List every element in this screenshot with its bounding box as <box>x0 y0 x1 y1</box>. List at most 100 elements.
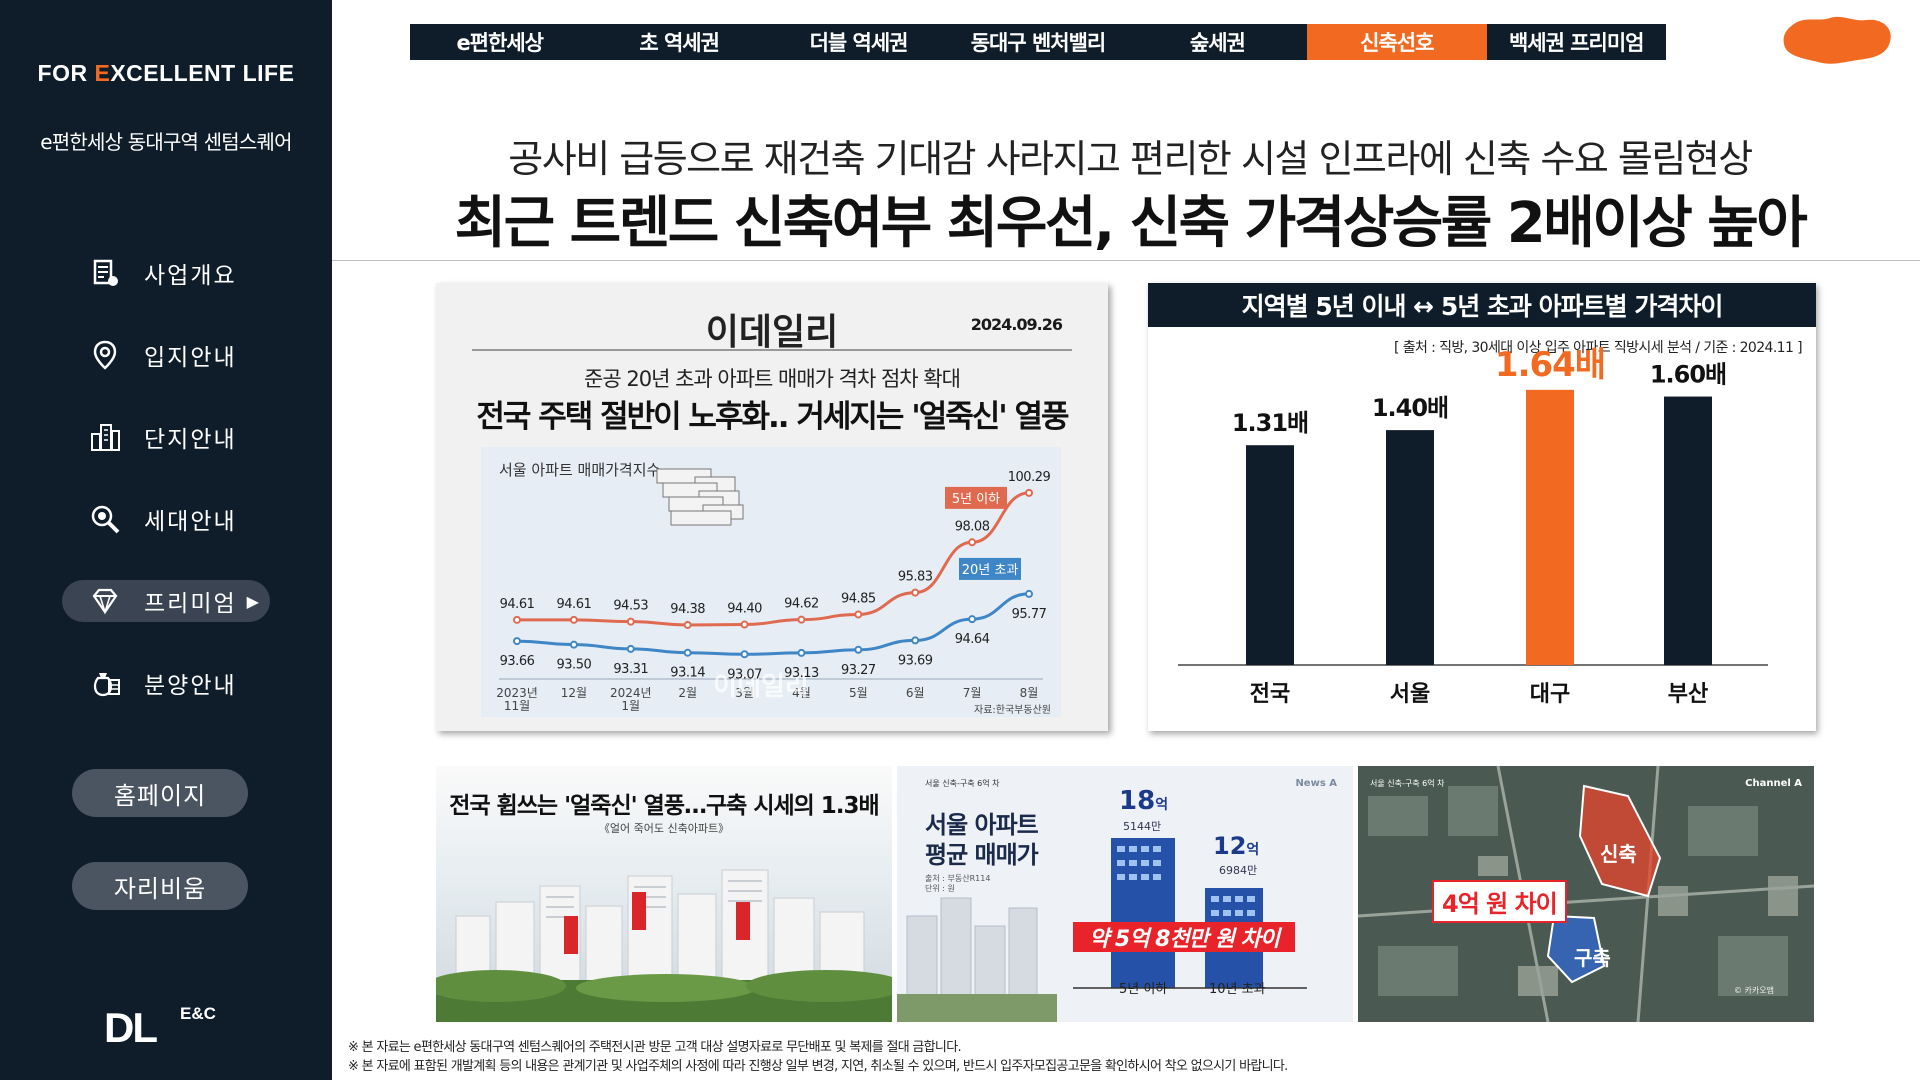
bar-2 <box>1526 389 1574 665</box>
data-label: 94.61 <box>500 597 535 612</box>
map-watermark: © 카카오맵 <box>1734 986 1774 995</box>
data-label: 93.66 <box>500 654 535 669</box>
tab-double-station[interactable]: 더블 역세권 <box>809 31 909 55</box>
thumb2-title: 서울 아파트 평균 매매가 <box>925 811 1039 869</box>
main-headline: 최근 트렌드 신축여부 최우선, 신축 가격상승률 2배이상 높아 <box>454 191 1808 256</box>
away-button[interactable]: 자리비움 <box>72 862 248 910</box>
price-diff-label: 4억 원 차이 <box>1432 880 1567 923</box>
bar-category-label: 전국 <box>1250 682 1290 707</box>
data-label: 93.27 <box>841 663 876 678</box>
bar-value-label: 1.60배 <box>1650 361 1726 389</box>
data-label: 95.77 <box>1012 607 1047 622</box>
news-article-card: 이데일리 2024.09.26 준공 20년 초과 아파트 매매가 격차 점차 … <box>436 283 1108 731</box>
homepage-button[interactable]: 홈페이지 <box>72 769 248 817</box>
data-point <box>626 644 635 653</box>
aerial-map-image <box>1358 766 1814 1022</box>
top-navigation: e편한세상 초 역세권 더블 역세권 동대구 벤처밸리 숲세권 신축선호 백세권… <box>410 24 1666 60</box>
building-icon <box>88 420 122 454</box>
tab-station[interactable]: 초 역세권 <box>639 31 720 55</box>
series-line-new <box>517 491 1030 627</box>
data-point <box>854 610 863 619</box>
price-gap-chart-card: 지역별 5년 이내 ↔ 5년 초과 아파트별 가격차이 [ 출처 : 직방, 3… <box>1148 283 1816 731</box>
old-build-price: 12억 <box>1213 832 1260 860</box>
data-point <box>911 588 920 597</box>
document-icon <box>88 256 122 290</box>
sidebar-item-label: 세대안내 <box>144 509 237 535</box>
article-headline: 전국 주택 절반이 노후화.. 거세지는 '얼죽신' 열풍 <box>476 399 1069 435</box>
data-label: 94.62 <box>784 597 819 612</box>
tab-e-pyeonhan[interactable]: e편한세상 <box>456 31 544 55</box>
new-build-price-detail: 5144만 <box>1123 820 1162 833</box>
data-point <box>797 615 806 624</box>
label-under-5y: 5년 이하 <box>1119 982 1168 997</box>
data-point <box>513 637 521 646</box>
data-label: 94.85 <box>841 591 876 606</box>
sidebar-item-sales[interactable]: 분양안내 <box>62 642 272 724</box>
sidebar-item-location[interactable]: 입지안내 <box>62 314 272 396</box>
article-source: 이데일리 <box>705 312 839 353</box>
x-tick-label: 6월 <box>906 686 925 700</box>
label-over-10y: 10년 초과 <box>1209 982 1266 997</box>
data-point <box>683 648 692 657</box>
decorative-blob-icon <box>1783 16 1891 64</box>
article-subtitle: 준공 20년 초과 아파트 매매가 격차 점차 확대 <box>584 367 961 391</box>
thumb3-tag: 서울 신축-구축 6억 차 <box>1370 779 1445 788</box>
data-point <box>1025 488 1033 497</box>
thumb2-caption: 출처 : 부동산R114 단위 : 원 <box>925 874 991 893</box>
bar-chart-source: [ 출처 : 직방, 30세대 이상 입주 아파트 직방시세 분석 / 기준 :… <box>1393 340 1803 356</box>
data-point <box>683 620 692 629</box>
new-build-price: 18억 <box>1119 786 1169 816</box>
news-image-price-gap: 서울 신축-구축 6억 차 News A 서울 아파트 평균 매매가 출처 : 부… <box>897 766 1353 1022</box>
chart-watermark: 이데일리 <box>713 672 809 702</box>
data-point <box>569 640 578 649</box>
price-index-chart: 서울 아파트 매매가격지수 2023년 11월 12월 2024년 1월 2월 3월 4월 5월 6… <box>481 447 1061 717</box>
sidebar-item-label: 사업개요 <box>144 263 237 289</box>
tab-forest[interactable]: 숲세권 <box>1189 31 1246 55</box>
data-point <box>968 615 977 624</box>
chart-title: 서울 아파트 매매가격지수 <box>499 461 660 479</box>
diamond-icon <box>88 584 122 618</box>
bar-3 <box>1664 396 1712 665</box>
bar-value-label: 1.31배 <box>1232 409 1308 437</box>
sidebar-item-overview[interactable]: 사업개요 <box>62 232 272 314</box>
thumb2-tag: 서울 신축-구축 6억 차 <box>925 779 1000 788</box>
project-name: e편한세상 동대구역 센텀스퀘어 <box>40 130 292 154</box>
legend-tag <box>945 486 1007 509</box>
sidebar-item-complex[interactable]: 단지안내 <box>62 396 272 478</box>
channel-logo: Channel A <box>1745 778 1802 789</box>
x-tick-label: 2월 <box>678 686 697 700</box>
dl-enc-logo: DL E&C <box>104 1004 216 1051</box>
sidebar-item-label: 프리미엄 <box>144 591 237 617</box>
price-diff-banner: 약 5억 8천만 원 차이 <box>1073 922 1295 952</box>
data-label: 94.61 <box>557 597 592 612</box>
legend-tag <box>959 557 1021 580</box>
x-tick-label: 4월 <box>792 686 811 700</box>
thumb1-headline: 전국 휩쓰는 '얼죽신' 열풍…구축 시세의 1.3배 <box>449 793 879 819</box>
x-tick-label: 3월 <box>735 686 754 700</box>
legend-label: 5년 이하 <box>952 492 1000 507</box>
sidebar-item-label: 분양안내 <box>144 673 237 699</box>
x-tick-label: 7월 <box>963 686 982 700</box>
divider <box>332 260 1920 261</box>
tab-new-build[interactable]: 신축선호 <box>1307 24 1487 60</box>
money-bag-icon <box>88 666 122 700</box>
data-label: 93.13 <box>784 666 819 681</box>
sidebar-item-premium[interactable]: 프리미엄 ▶ <box>62 580 270 622</box>
tab-department-store[interactable]: 백세권 프리미엄 <box>1508 31 1645 55</box>
footnote-1: ※ 본 자료는 e편한세상 동대구역 센텀스퀘어의 주택전시관 방문 고객 대상… <box>348 1040 962 1055</box>
price-infographic-image <box>897 766 1353 1022</box>
bar-0 <box>1246 445 1294 665</box>
data-point <box>626 617 635 626</box>
x-tick-label: 2024년 1월 <box>610 686 652 713</box>
data-label: 93.14 <box>670 666 705 681</box>
bar-category-label: 대구 <box>1530 682 1570 707</box>
news-image-aerial-map: 서울 신축-구축 6억 차 Channel A 신축 구축 4억 원 차이 © … <box>1358 766 1814 1022</box>
sidebar-item-units[interactable]: 세대안내 <box>62 478 272 560</box>
old-build-label: 구축 <box>1574 946 1611 970</box>
money-stack-icon <box>656 468 744 526</box>
sidebar: FOR EXCELLENT LIFE e편한세상 동대구역 센텀스퀘어 사업개요… <box>0 0 332 1080</box>
data-label: 100.29 <box>1008 470 1051 485</box>
tab-venture-valley[interactable]: 동대구 벤처밸리 <box>970 31 1107 55</box>
thumb1-caption: 《얼어 죽어도 신축아파트》 <box>598 822 730 835</box>
